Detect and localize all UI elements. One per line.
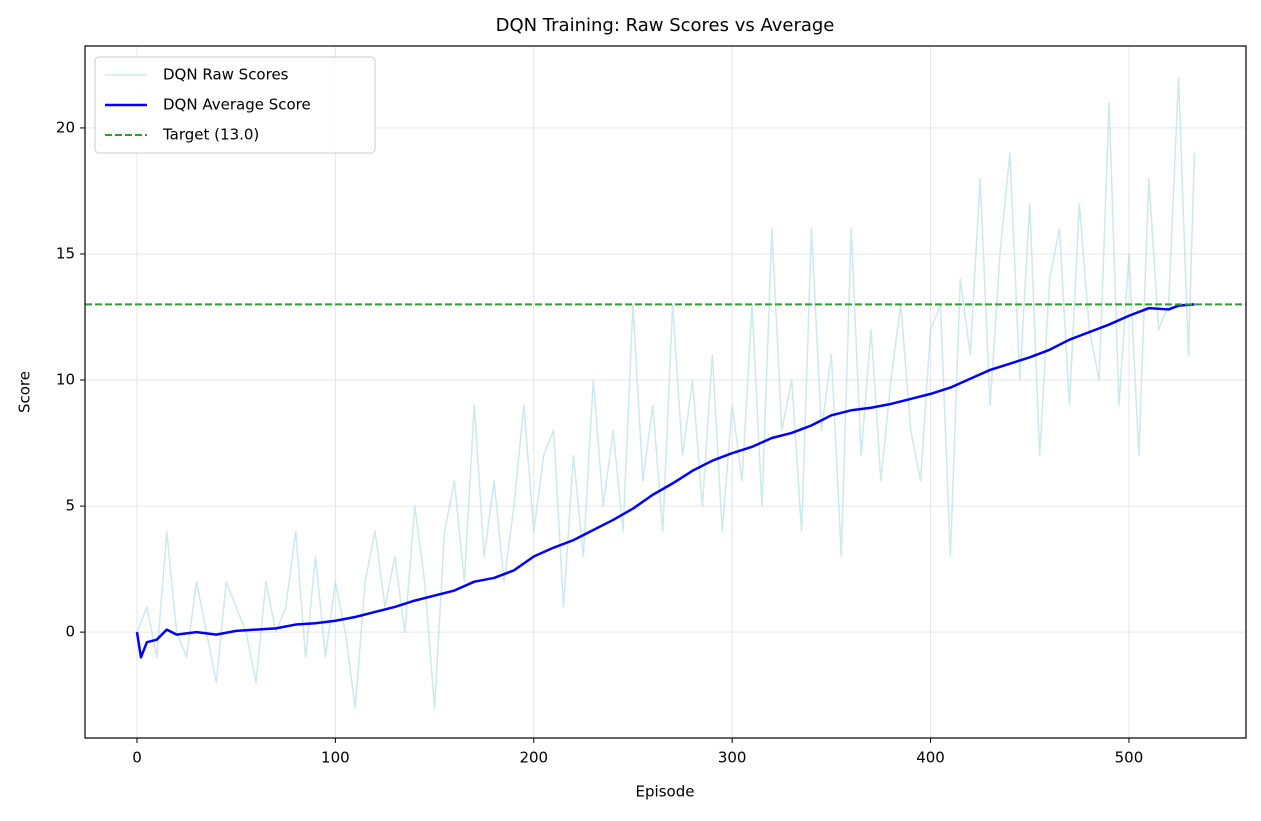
y-tick-label: 5 (65, 497, 75, 515)
x-tick-label: 200 (519, 749, 548, 767)
x-tick-label: 400 (916, 749, 945, 767)
legend-box (94, 56, 376, 154)
x-tick-label: 300 (718, 749, 747, 767)
x-axis-label: Episode (636, 783, 695, 801)
y-tick-label: 0 (65, 623, 75, 641)
y-tick-label: 10 (56, 371, 75, 389)
legend-label: DQN Raw Scores (163, 66, 289, 84)
legend-label: Target (13.0) (162, 126, 259, 144)
data-line (135, 303, 1195, 659)
legend-label: DQN Average Score (163, 96, 311, 114)
x-tick-label: 100 (321, 749, 350, 767)
plot-frame (84, 45, 1247, 739)
y-tick-label: 20 (56, 118, 75, 136)
x-tick-label: 500 (1115, 749, 1144, 767)
y-tick-label: 15 (56, 244, 75, 262)
data-line (136, 76, 1196, 709)
chart-title: DQN Training: Raw Scores vs Average (496, 15, 835, 36)
x-tick-label: 0 (132, 749, 142, 767)
y-axis-label: Score (16, 371, 34, 413)
